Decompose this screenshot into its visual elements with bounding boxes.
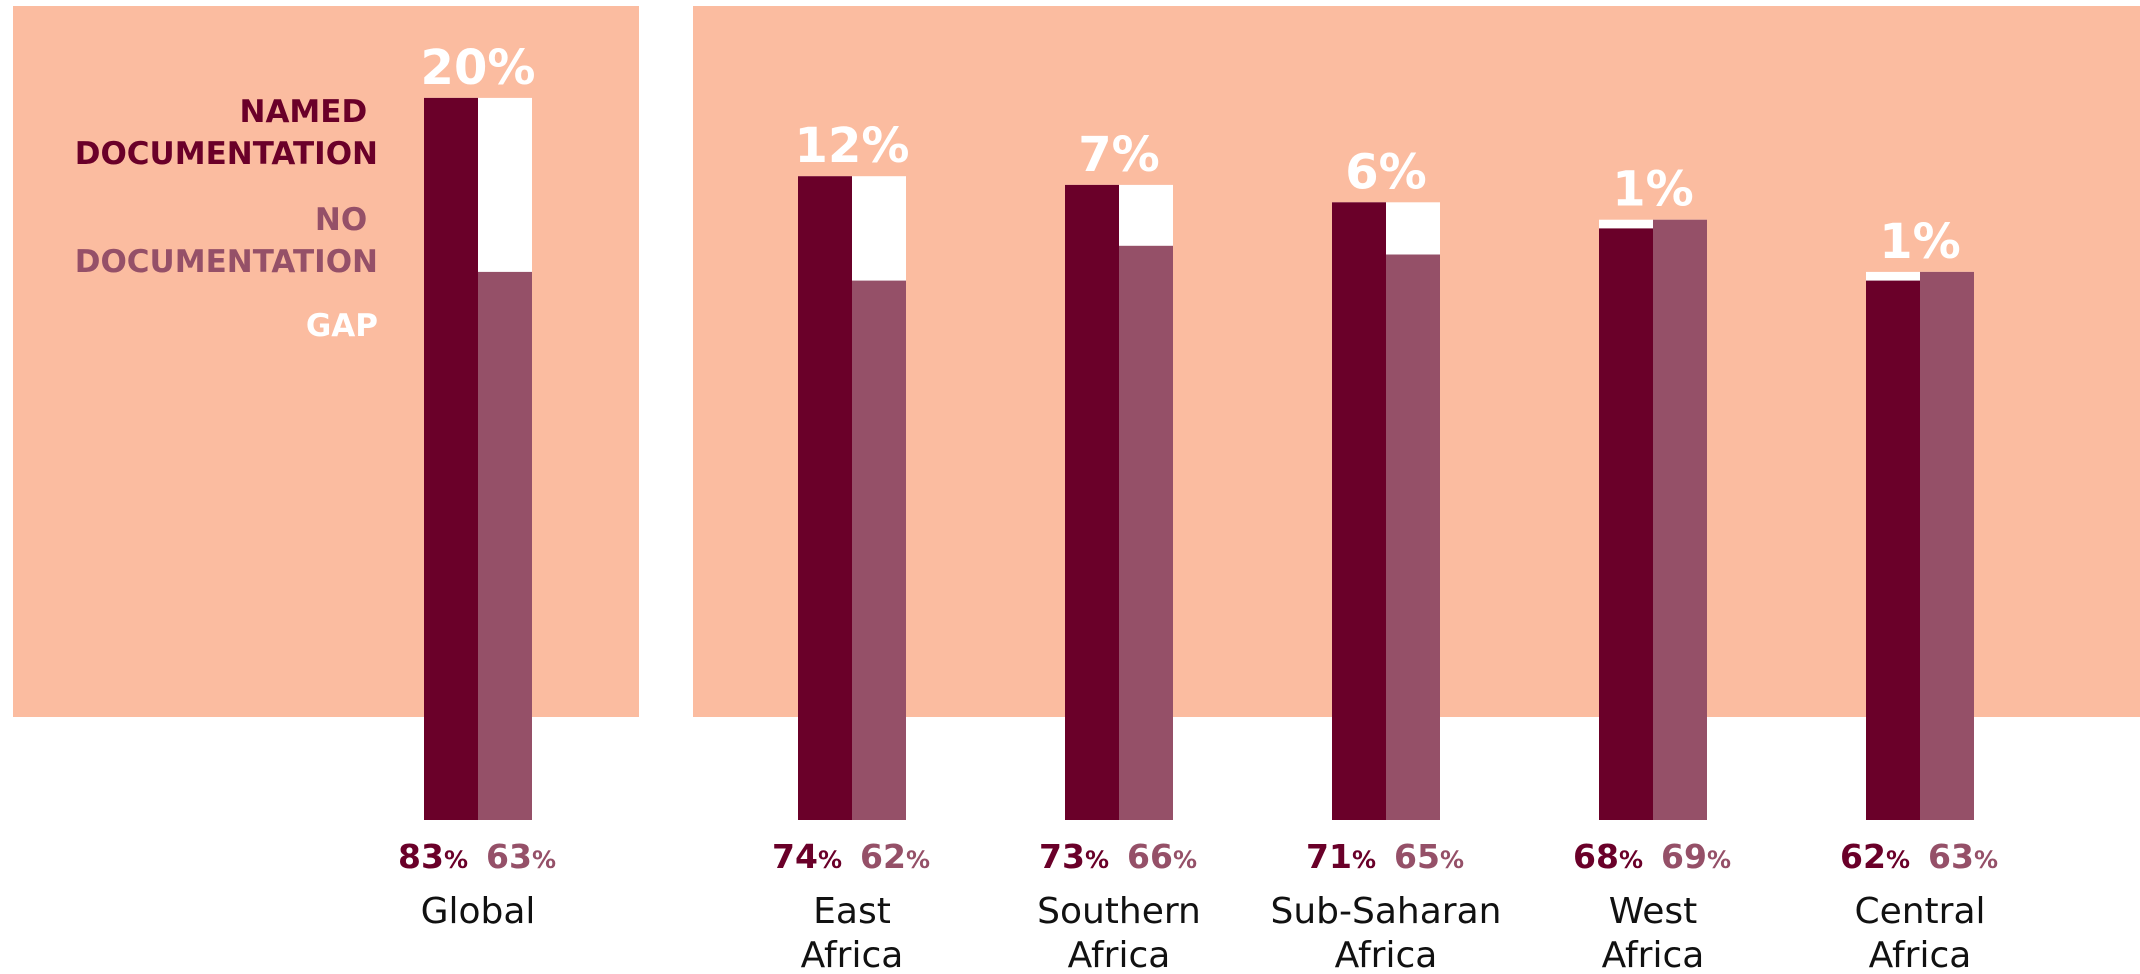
legend-none-line-2: DOCUMENTATION: [75, 244, 378, 280]
legend-gap: GAP: [306, 308, 378, 344]
named-value-label: 74%: [772, 837, 842, 876]
legend-named-line-1: NAMED: [240, 94, 368, 130]
named-bar: [798, 176, 852, 820]
named-bar: [424, 97, 478, 820]
gap-label: 12%: [795, 118, 910, 174]
category-label: West Africa: [1602, 891, 1705, 974]
no-documentation-value-label: 65%: [1394, 837, 1464, 876]
named-value-label: 73%: [1039, 837, 1109, 876]
category-label: Southern Africa: [1037, 891, 1201, 974]
gap-label: 1%: [1612, 162, 1694, 218]
category-label: Sub-Saharan Africa: [1271, 891, 1502, 974]
no-documentation-value-label: 63%: [1928, 837, 1998, 876]
category-label: East Africa: [801, 891, 904, 974]
named-bar: [1599, 228, 1653, 820]
no-documentation-value-label: 66%: [1127, 837, 1197, 876]
named-value-label: 62%: [1840, 837, 1910, 876]
no-documentation-bar: [852, 280, 906, 821]
no-documentation-bar: [478, 271, 532, 820]
category-label: Central Africa: [1854, 891, 1985, 974]
named-bar: [1866, 280, 1920, 821]
legend-no-documentation: NO DOCUMENTATION: [75, 202, 378, 280]
legend-named: NAMED DOCUMENTATION: [75, 94, 378, 172]
named-value-label: 83%: [398, 837, 468, 876]
global-panel: [13, 6, 639, 717]
no-documentation-value-label: 69%: [1661, 837, 1731, 876]
no-documentation-bar: [1653, 219, 1707, 820]
no-documentation-value-label: 62%: [860, 837, 930, 876]
gap-label: 1%: [1879, 214, 1961, 270]
named-bar: [1332, 202, 1386, 821]
legend-gap-line-1: GAP: [306, 308, 378, 344]
named-value-label: 68%: [1573, 837, 1643, 876]
legend: NAMED DOCUMENTATION NO DOCUMENTATION GAP: [75, 94, 378, 344]
legend-named-line-2: DOCUMENTATION: [75, 136, 378, 172]
category-label: Global: [421, 891, 536, 932]
gap-label: 6%: [1345, 144, 1427, 200]
named-value-label: 71%: [1306, 837, 1376, 876]
no-documentation-bar: [1920, 271, 1974, 820]
no-documentation-value-label: 63%: [486, 837, 556, 876]
no-documentation-bar: [1119, 245, 1173, 821]
no-documentation-bar: [1386, 254, 1440, 820]
named-bar: [1065, 184, 1119, 820]
chart-marks: 20% 83% 63% Global 12% 74% 62% East Africa 7% 73% 6…: [398, 40, 1998, 974]
gap-label: 7%: [1078, 127, 1160, 183]
legend-none-line-1: NO: [315, 202, 367, 238]
gap-label: 20%: [421, 40, 536, 96]
